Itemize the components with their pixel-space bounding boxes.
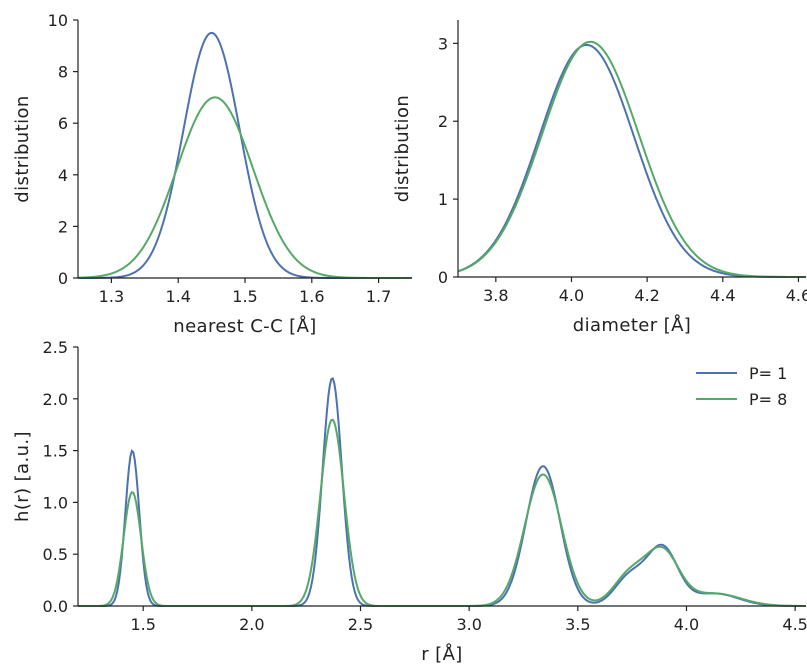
x-tick-label: 4.4 — [710, 286, 735, 305]
series-line-p-1 — [78, 31, 412, 279]
y-tick-label: 0 — [58, 269, 68, 288]
x-tick-label: 4.0 — [559, 286, 584, 305]
chart-panel-1: 1.3 1.4 1.5 1.6 1.7 0 2 4 6 8 10 nearest C-C [Å] dis… — [12, 11, 412, 337]
x-axis-label: r [Å] — [421, 643, 462, 665]
y-tick-label: 8 — [58, 63, 68, 82]
x-tick-label: 4.0 — [674, 615, 699, 634]
y-tick-label: 0.5 — [43, 545, 68, 564]
y-tick-label: 1 — [438, 190, 448, 209]
x-tick-label: 4.6 — [786, 286, 807, 305]
series-line-p-1 — [457, 43, 807, 278]
y-tick-label: 2 — [58, 217, 68, 236]
x-tick-label: 1.5 — [232, 287, 257, 306]
series-line-p-8 — [77, 96, 412, 279]
x-tick-label: 3.5 — [565, 615, 590, 634]
chart-panel-2: 3.8 4.0 4.2 4.4 4.6 0 1 2 3 diameter [Å] distribut… — [392, 20, 807, 336]
y-tick-label: 2 — [438, 112, 448, 131]
legend: P= 1 P= 8 — [696, 364, 787, 409]
y-tick-label: 0.0 — [43, 597, 68, 616]
x-tick-label: 1.7 — [366, 287, 391, 306]
legend-label: P= 8 — [749, 390, 787, 409]
x-tick-label: 1.3 — [99, 287, 124, 306]
series-line-p-8 — [78, 418, 806, 607]
x-tick-label: 3.0 — [456, 615, 481, 634]
y-tick-label: 1.5 — [43, 442, 68, 461]
x-axis-label: nearest C-C [Å] — [173, 315, 316, 337]
y-axis-label: distribution — [12, 95, 33, 202]
x-axis-label: diameter [Å] — [573, 314, 691, 336]
series-line-p-1 — [78, 377, 806, 607]
x-tick-label: 4.2 — [634, 286, 659, 305]
y-tick-label: 0 — [438, 268, 448, 287]
x-tick-label: 1.5 — [130, 615, 155, 634]
series-line-p-8 — [457, 40, 806, 278]
y-axis-label: h(r) [a.u.] — [12, 431, 33, 522]
y-axis-label: distribution — [392, 95, 413, 202]
y-tick-label: 2.0 — [43, 390, 68, 409]
y-tick-label: 6 — [58, 114, 68, 133]
y-tick-label: 4 — [58, 166, 68, 185]
x-tick-label: 2.0 — [239, 615, 264, 634]
x-tick-label: 1.6 — [299, 287, 324, 306]
legend-label: P= 1 — [749, 364, 787, 383]
y-tick-label: 1.0 — [43, 493, 68, 512]
y-tick-label: 3 — [438, 34, 448, 53]
chart-panel-3: 1.5 2.0 2.5 3.0 3.5 4.0 4.5 0.0 0.5 1.0 1.5 2.0 2.5 r… — [12, 338, 807, 665]
y-tick-label: 2.5 — [43, 338, 68, 357]
x-tick-label: 4.5 — [782, 615, 807, 634]
x-tick-label: 3.8 — [483, 286, 508, 305]
x-tick-label: 1.4 — [165, 287, 190, 306]
y-tick-label: 10 — [48, 11, 68, 30]
x-tick-label: 2.5 — [348, 615, 373, 634]
